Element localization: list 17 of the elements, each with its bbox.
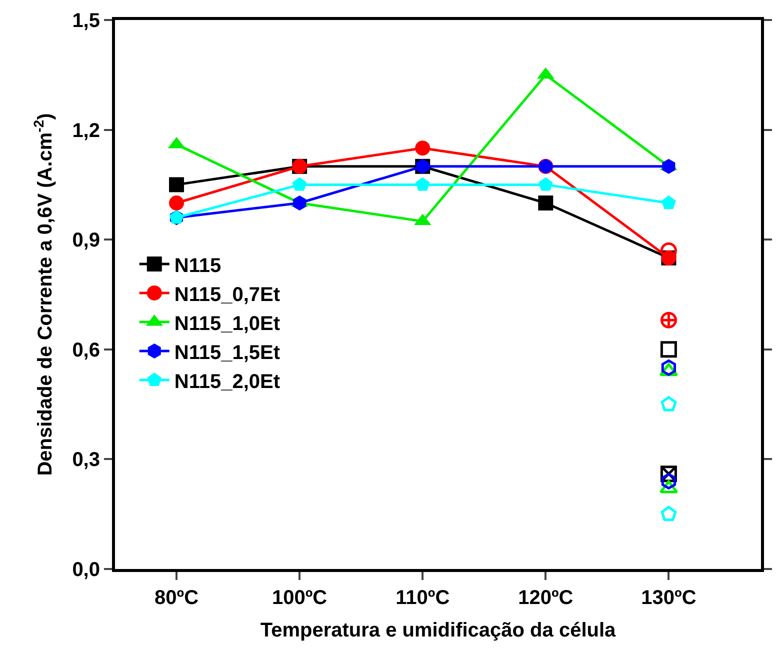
y-tick-label: 1,2	[72, 120, 100, 142]
legend-label: N115_2,0Et	[174, 370, 280, 393]
legend-label: N115_0,7Et	[174, 284, 280, 306]
x-tick-label: 80ºC	[154, 587, 199, 609]
x-tick-label: 130ºC	[641, 587, 696, 609]
legend-label: N115_1,0Et	[174, 312, 280, 335]
x-tick-label: 120ºC	[518, 587, 574, 609]
y-tick-label: 0,3	[72, 449, 100, 472]
legend-label: N115_1,5Et	[174, 342, 280, 364]
legend-label: N115	[174, 254, 222, 277]
x-tick-label: 100ºC	[272, 587, 328, 609]
y-tick-label: 0,9	[72, 230, 100, 252]
y-tick-label: 0,0	[72, 559, 100, 581]
x-axis-title: Temperatura e umidificação da célula	[260, 620, 617, 642]
y-tick-label: 0,6	[72, 339, 100, 362]
x-tick-label: 110ºC	[396, 587, 450, 609]
y-tick-label: 1,5	[72, 10, 100, 32]
